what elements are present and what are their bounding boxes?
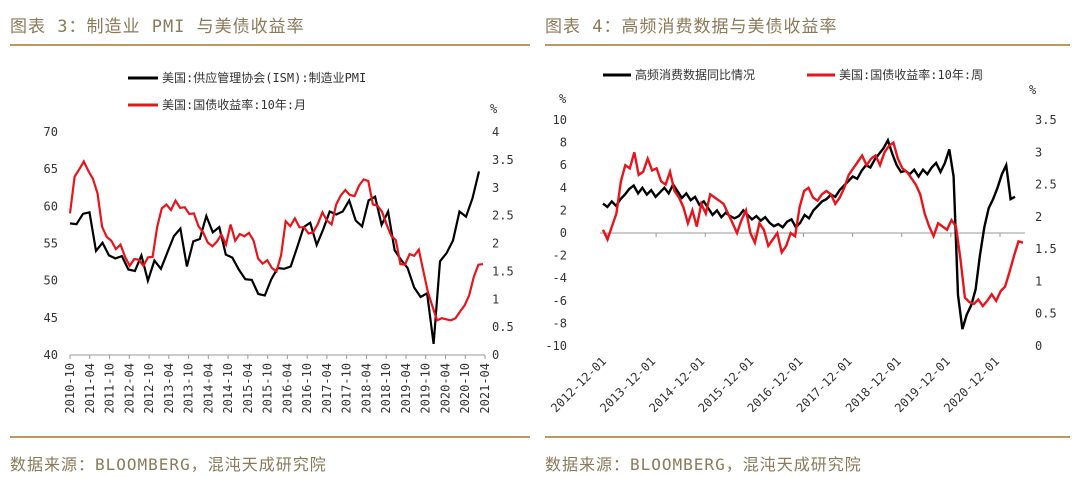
left-x-tick-label: 2013-10 bbox=[182, 363, 196, 414]
left-x-tick-label: 2019-04 bbox=[399, 363, 413, 414]
right-x-tick-labels: 2012-12-012013-12-012014-12-012015-12-01… bbox=[548, 233, 1002, 415]
right-y-left-tick: -6 bbox=[553, 294, 567, 308]
right-y-right-tick: 3.5 bbox=[1035, 113, 1057, 127]
left-y-right-tick: 3.5 bbox=[492, 153, 514, 167]
left-x-tick-label: 2018-10 bbox=[379, 363, 393, 414]
left-x-tick-label: 2012-04 bbox=[122, 363, 136, 414]
right-source-rule bbox=[545, 436, 1070, 438]
left-x-tick-label: 2017-04 bbox=[320, 363, 334, 414]
left-x-tick-label: 2020-04 bbox=[438, 363, 452, 414]
right-y-left-tick: 4 bbox=[560, 181, 567, 195]
left-x-tick-label: 2014-04 bbox=[201, 363, 215, 414]
left-y-left-tick: 50 bbox=[44, 274, 58, 288]
left-y-left-tick: 40 bbox=[44, 348, 58, 362]
right-series-yield-line bbox=[601, 140, 1024, 308]
left-y-right-ticks: 4 3.5 3 2.5 2 1.5 1 0.5 0 bbox=[492, 125, 514, 362]
left-y-left-tick: 45 bbox=[44, 311, 58, 325]
left-y-left-tick: 55 bbox=[44, 237, 58, 251]
left-x-tick-label: 2011-10 bbox=[103, 363, 117, 414]
left-y-right-tick: 2.5 bbox=[492, 209, 514, 223]
left-legend-pmi: 美国:供应管理协会(ISM):制造业PMI bbox=[162, 70, 366, 85]
right-series-consumption-line bbox=[602, 137, 1016, 330]
left-x-tick-label: 2011-04 bbox=[83, 363, 97, 414]
left-x-tick-label: 2015-04 bbox=[241, 363, 255, 414]
left-y-right-tick: 0.5 bbox=[492, 320, 514, 334]
right-y-left-tick: 0 bbox=[560, 226, 567, 240]
right-legend-yield: 美国:国债收益率:10年:周 bbox=[839, 67, 983, 82]
right-y-right-unit: % bbox=[1029, 83, 1037, 97]
right-title-rule bbox=[545, 44, 1070, 46]
left-x-tick-label: 2010-10 bbox=[63, 363, 77, 414]
left-legend-yield: 美国:国债收益率:10年:月 bbox=[162, 97, 306, 112]
left-y-right-tick: 2 bbox=[492, 237, 499, 251]
right-y-right-ticks: 3.5 3 2.5 2 1.5 1 0.5 0 bbox=[1035, 113, 1057, 353]
right-y-left-tick: 2 bbox=[560, 203, 567, 217]
left-series-pmi-line bbox=[69, 171, 481, 345]
left-x-tick-label: 2012-10 bbox=[142, 363, 156, 414]
right-y-left-tick: 6 bbox=[560, 158, 567, 172]
left-x-tick-labels: 2010-10 2011-04 2011-10 2012-04 2012-10 2013-… bbox=[63, 355, 492, 414]
left-y-right-tick: 1 bbox=[492, 292, 499, 306]
left-title-rule bbox=[10, 44, 530, 46]
right-chart-title: 图表 4：高频消费数据与美债收益率 bbox=[545, 17, 838, 37]
right-y-right-tick: 0.5 bbox=[1035, 307, 1057, 321]
left-series-yield-line bbox=[68, 159, 484, 322]
right-y-right-tick: 2.5 bbox=[1035, 178, 1057, 192]
left-y-left-ticks: 70 65 60 55 50 45 40 bbox=[44, 125, 58, 362]
right-y-right-tick: 1.5 bbox=[1035, 242, 1057, 256]
left-x-tick-label: 2020-10 bbox=[458, 363, 472, 414]
right-y-left-tick: -8 bbox=[553, 316, 567, 330]
right-y-left-ticks: 10 8 6 4 2 0 -2 -4 -6 -8 -10 bbox=[545, 113, 567, 353]
left-y-left-tick: 65 bbox=[44, 162, 58, 176]
left-source-rule bbox=[10, 436, 530, 438]
right-y-right-tick: 2 bbox=[1035, 210, 1042, 224]
left-y-right-tick: 4 bbox=[492, 125, 499, 139]
right-y-right-tick: 3 bbox=[1035, 145, 1042, 159]
left-y-left-tick: 70 bbox=[44, 125, 58, 139]
left-y-left-tick: 60 bbox=[44, 199, 58, 213]
right-legend-consumption: 高频消费数据同比情况 bbox=[635, 67, 755, 82]
right-y-right-tick: 1 bbox=[1035, 274, 1042, 288]
left-x-tick-label: 2013-04 bbox=[162, 363, 176, 414]
right-y-right-tick: 0 bbox=[1035, 339, 1042, 353]
right-y-left-tick: 8 bbox=[560, 136, 567, 150]
left-x-tick-label: 2016-04 bbox=[280, 363, 294, 414]
right-y-left-tick: -10 bbox=[545, 339, 567, 353]
left-x-tick-label: 2019-10 bbox=[419, 363, 433, 414]
left-x-tick-label: 2021-04 bbox=[478, 363, 492, 414]
left-y-right-tick: 3 bbox=[492, 181, 499, 195]
left-x-tick-label: 2015-10 bbox=[261, 363, 275, 414]
right-y-left-tick: 10 bbox=[553, 113, 567, 127]
left-x-tick-label: 2016-10 bbox=[300, 363, 314, 414]
right-y-left-tick: -4 bbox=[553, 271, 567, 285]
right-y-left-unit: % bbox=[559, 92, 567, 106]
left-chart: 70 65 60 55 50 45 40 4 3.5 3 2.5 2 1.5 1 0.5 0 % 2010-… bbox=[44, 70, 514, 414]
left-x-tick-label: 2014-10 bbox=[221, 363, 235, 414]
left-y-right-unit: % bbox=[490, 102, 498, 116]
left-chart-title: 图表 3：制造业 PMI 与美债收益率 bbox=[10, 17, 305, 37]
right-source: 数据来源：BLOOMBERG，混沌天成研究院 bbox=[545, 455, 862, 474]
left-y-right-tick: 1.5 bbox=[492, 264, 514, 278]
left-source: 数据来源：BLOOMBERG，混沌天成研究院 bbox=[10, 455, 327, 474]
left-x-tick-label: 2018-04 bbox=[359, 363, 373, 414]
left-x-tick-label: 2017-10 bbox=[340, 363, 354, 414]
left-y-right-tick: 0 bbox=[492, 348, 499, 362]
right-y-left-tick: -2 bbox=[553, 249, 567, 263]
